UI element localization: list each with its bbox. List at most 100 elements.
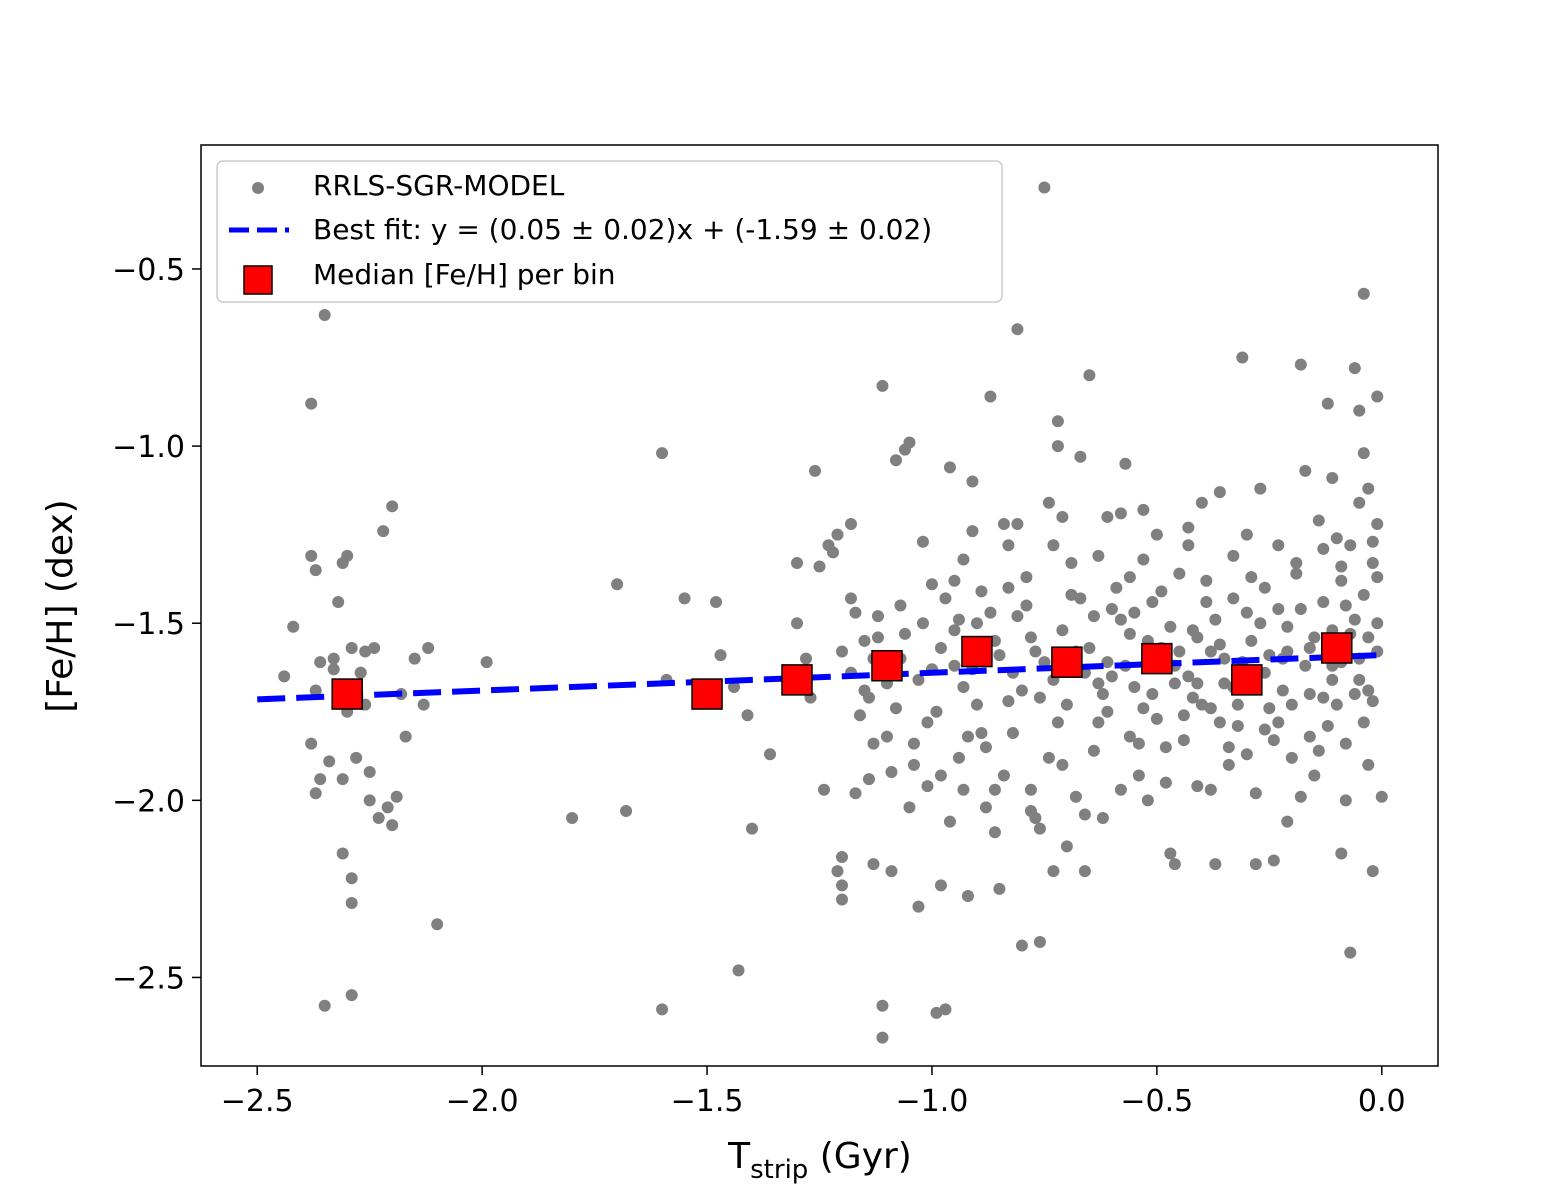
scatter-point bbox=[1366, 535, 1379, 548]
scatter-point bbox=[1042, 496, 1055, 509]
scatter-point bbox=[1029, 645, 1042, 658]
scatter-point bbox=[1078, 808, 1091, 821]
scatter-point bbox=[1249, 858, 1262, 871]
scatter-point bbox=[1231, 698, 1244, 711]
median-marker bbox=[961, 635, 993, 668]
scatter-point bbox=[1362, 631, 1375, 644]
scatter-point bbox=[332, 595, 345, 608]
median-marker bbox=[1231, 664, 1263, 696]
scatter-point bbox=[1056, 510, 1069, 523]
scatter-point bbox=[1051, 716, 1064, 729]
scatter-point bbox=[327, 663, 340, 676]
scatter-point bbox=[278, 670, 291, 683]
scatter-point bbox=[323, 755, 336, 768]
scatter-point bbox=[336, 773, 349, 786]
scatter-point bbox=[1321, 719, 1334, 732]
median-marker bbox=[1321, 632, 1353, 664]
scatter-point bbox=[1281, 815, 1294, 828]
scatter-point bbox=[1038, 656, 1051, 669]
scatter-point bbox=[305, 397, 318, 410]
scatter-point bbox=[363, 794, 376, 807]
scatter-point bbox=[1110, 581, 1123, 594]
scatter-point bbox=[1042, 751, 1055, 764]
scatter-point bbox=[862, 691, 875, 704]
scatter-point bbox=[1330, 532, 1343, 545]
scatter-point bbox=[1299, 659, 1312, 672]
scatter-point bbox=[1371, 518, 1384, 531]
scatter-point bbox=[885, 765, 898, 778]
median-marker bbox=[1051, 646, 1083, 678]
scatter-point bbox=[1290, 556, 1303, 569]
scatter-point bbox=[1371, 571, 1384, 584]
scatter-point bbox=[345, 872, 358, 885]
legend-box bbox=[216, 160, 1003, 303]
scatter-point bbox=[1357, 447, 1370, 460]
scatter-point bbox=[566, 812, 579, 825]
scatter-point bbox=[1168, 677, 1181, 690]
scatter-point bbox=[327, 652, 340, 665]
scatter-point bbox=[359, 645, 372, 658]
scatter-point bbox=[1015, 684, 1028, 697]
scatter-point bbox=[1245, 571, 1258, 584]
scatter-point bbox=[1015, 939, 1028, 952]
scatter-point bbox=[1164, 847, 1177, 860]
scatter-point bbox=[1348, 362, 1361, 375]
legend-label-median: Median [Fe/H] per bin bbox=[313, 258, 616, 291]
median-marker bbox=[691, 678, 723, 710]
scatter-point bbox=[656, 447, 669, 460]
scatter-point bbox=[1200, 574, 1213, 587]
scatter-points-layer bbox=[278, 181, 1388, 1044]
scatter-point bbox=[1087, 744, 1100, 757]
scatter-point bbox=[826, 546, 839, 559]
scatter-point bbox=[1137, 702, 1150, 715]
scatter-point bbox=[350, 751, 363, 764]
scatter-point bbox=[1281, 620, 1294, 633]
scatter-point bbox=[948, 624, 961, 637]
scatter-point bbox=[813, 560, 826, 573]
scatter-point bbox=[1240, 748, 1253, 761]
y-tick-label: −2.0 bbox=[112, 784, 185, 819]
scatter-point bbox=[943, 461, 956, 474]
scatter-point bbox=[871, 610, 884, 623]
scatter-point bbox=[1362, 482, 1375, 495]
scatter-point bbox=[309, 564, 322, 577]
scatter-point bbox=[1114, 613, 1127, 626]
scatter-point bbox=[1362, 684, 1375, 697]
scatter-point bbox=[979, 801, 992, 814]
scatter-point bbox=[431, 918, 444, 931]
scatter-point bbox=[1096, 688, 1109, 701]
y-tick-label: −1.5 bbox=[112, 607, 185, 642]
scatter-point bbox=[889, 702, 902, 715]
scatter-point bbox=[287, 620, 300, 633]
x-axis-label: Tstrip (Gyr) bbox=[727, 1136, 912, 1185]
scatter-point bbox=[1267, 854, 1280, 867]
scatter-point bbox=[728, 680, 741, 693]
y-axis-label: [Fe/H] (dex) bbox=[40, 499, 81, 712]
scatter-point bbox=[1204, 783, 1217, 796]
scatter-point bbox=[1191, 780, 1204, 793]
scatter-point bbox=[1218, 652, 1231, 665]
legend-label-scatter: RRLS-SGR-MODEL bbox=[313, 169, 565, 202]
scatter-point bbox=[835, 851, 848, 864]
scatter-point bbox=[1357, 716, 1370, 729]
scatter-point bbox=[1366, 556, 1379, 569]
scatter-point bbox=[1339, 599, 1352, 612]
scatter-point bbox=[1366, 695, 1379, 708]
median-marker bbox=[1141, 642, 1173, 675]
scatter-point bbox=[930, 705, 943, 718]
scatter-point bbox=[957, 680, 970, 693]
scatter-point bbox=[844, 518, 857, 531]
scatter-point bbox=[957, 553, 970, 566]
scatter-point bbox=[853, 709, 866, 722]
scatter-point bbox=[345, 897, 358, 910]
scatter-point bbox=[1227, 592, 1240, 605]
scatter-point bbox=[1236, 351, 1249, 364]
scatter-point bbox=[867, 737, 880, 750]
scatter-point bbox=[1209, 858, 1222, 871]
scatter-point bbox=[894, 599, 907, 612]
scatter-point bbox=[1353, 496, 1366, 509]
scatter-point bbox=[984, 390, 997, 403]
scatter-point bbox=[1024, 804, 1037, 817]
scatter-point bbox=[386, 500, 399, 513]
